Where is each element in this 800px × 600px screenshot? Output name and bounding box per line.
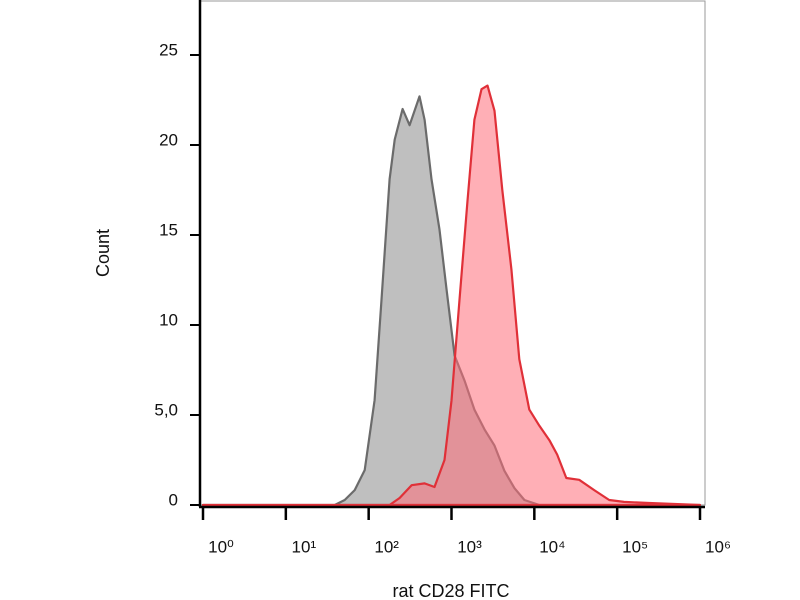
y-tick-label: 20 bbox=[159, 130, 178, 149]
y-tick-label: 25 bbox=[159, 40, 178, 59]
histogram-area bbox=[201, 84, 702, 507]
y-tick-label: 0 bbox=[169, 490, 178, 509]
y-tick-label: 15 bbox=[159, 220, 178, 239]
x-tick-label: 10² bbox=[374, 537, 399, 556]
y-tick-label: 5,0 bbox=[154, 400, 178, 419]
x-tick-label: 10⁶ bbox=[705, 537, 731, 556]
x-tick-label: 10⁴ bbox=[539, 537, 565, 556]
x-tick-label: 10⁵ bbox=[622, 537, 648, 556]
y-axis-label: Count bbox=[93, 229, 113, 277]
y-tick-label: 10 bbox=[159, 310, 178, 329]
x-tick-label: 10⁰ bbox=[208, 537, 234, 556]
x-tick-label: 10¹ bbox=[292, 537, 317, 556]
x-axis-label: rat CD28 FITC bbox=[392, 581, 509, 600]
x-tick-label: 10³ bbox=[457, 537, 482, 556]
